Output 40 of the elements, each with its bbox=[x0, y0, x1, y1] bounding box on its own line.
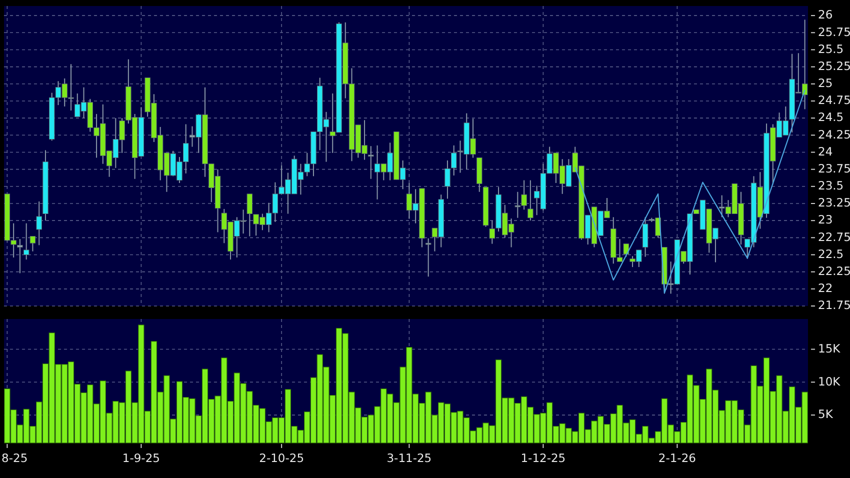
y-tick-label: 25.5 bbox=[818, 42, 844, 56]
y-tick-label: 10K bbox=[818, 374, 841, 388]
y-tick-label: 23.25 bbox=[818, 196, 850, 210]
y-tick-label: 24.5 bbox=[818, 110, 844, 124]
x-tick-label: 1-9-25 bbox=[122, 451, 160, 465]
y-tick-label: 23.5 bbox=[818, 178, 844, 193]
x-tick-label: 3-11-25 bbox=[386, 451, 432, 465]
y-tick-label: 22.25 bbox=[818, 264, 850, 278]
y-tick-label: 25.75 bbox=[818, 24, 850, 39]
y-tick-label: 15K bbox=[818, 341, 841, 356]
x-tick-label: 1-12-25 bbox=[520, 451, 566, 465]
candlestick bbox=[17, 238, 23, 274]
y-tick-label: 22.5 bbox=[818, 246, 844, 261]
y-tick-label: 22 bbox=[818, 281, 833, 296]
y-tick-label: 23 bbox=[818, 212, 833, 227]
candlestick bbox=[23, 222, 30, 260]
candlestick bbox=[642, 216, 648, 258]
y-tick-label: 25 bbox=[818, 76, 833, 90]
y-tick-label: 24 bbox=[818, 144, 833, 158]
x-tick-label: 8-25 bbox=[2, 451, 28, 465]
y-tick-label: 22.75 bbox=[818, 230, 850, 244]
candlestick bbox=[425, 238, 432, 278]
candlestick bbox=[246, 193, 253, 237]
y-tick-label: 21.75 bbox=[818, 298, 850, 312]
y-tick-label: 26 bbox=[818, 8, 833, 22]
y-tick-label: 24.75 bbox=[818, 93, 850, 108]
candlestick bbox=[30, 236, 36, 252]
candlestick bbox=[489, 220, 495, 244]
candlestick bbox=[36, 200, 42, 246]
y-tick-label: 24.25 bbox=[818, 127, 850, 142]
candlestick bbox=[451, 144, 457, 176]
candlestick bbox=[368, 146, 374, 180]
candlestick bbox=[528, 180, 534, 222]
y-tick-label: 5K bbox=[818, 407, 834, 422]
x-tick-label: 2-1-26 bbox=[658, 451, 696, 465]
candlestick bbox=[444, 160, 450, 200]
y-tick-label: 25.25 bbox=[818, 58, 850, 73]
y-tick-label: 23.75 bbox=[818, 161, 850, 176]
x-tick-label: 2-10-25 bbox=[259, 451, 304, 465]
candlestick bbox=[623, 243, 629, 258]
